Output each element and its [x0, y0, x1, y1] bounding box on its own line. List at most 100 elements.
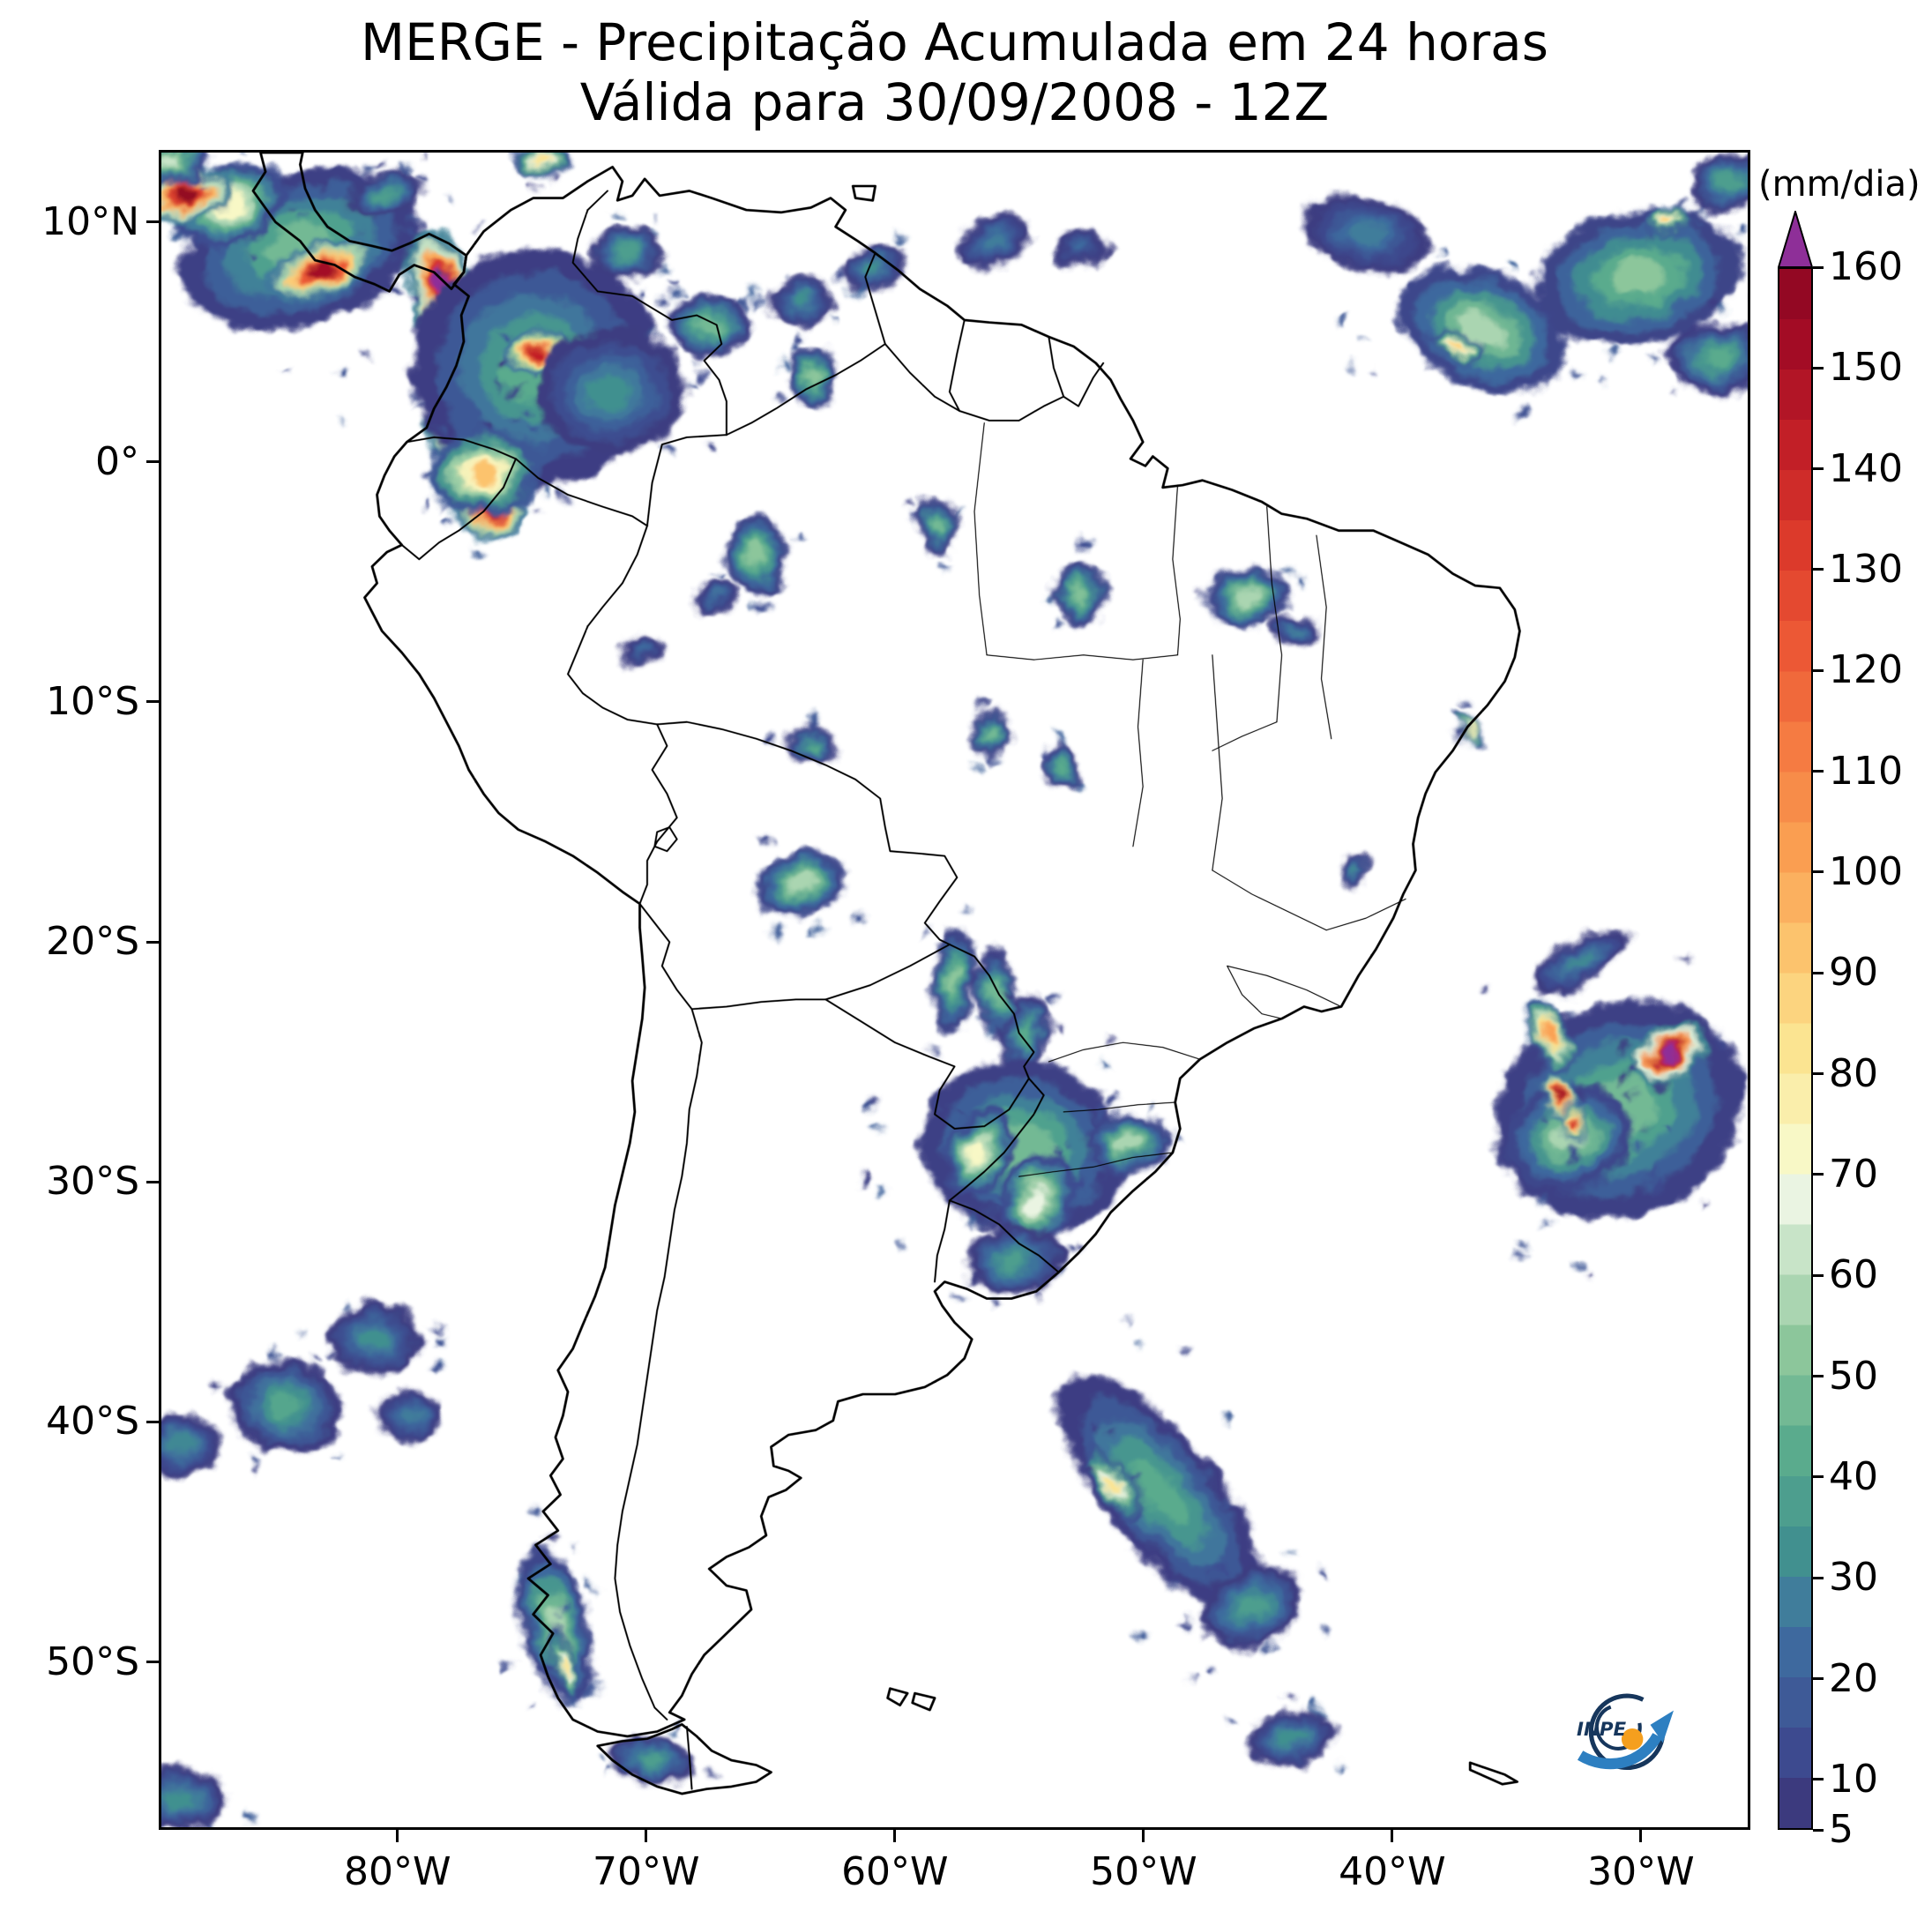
- y-axis-tick-label: 0°: [95, 438, 139, 484]
- precip-speckle: [1224, 1498, 1234, 1508]
- colorbar-tick-label: 5: [1829, 1807, 1854, 1852]
- state-border-ba-mg: [1325, 898, 1406, 931]
- precip-system-argentine-sea-core: [1081, 1445, 1145, 1520]
- precip-system-amazon-speck-1: [691, 580, 737, 615]
- border-bolivia-chile: [638, 902, 693, 1011]
- precip-speckle: [588, 1579, 597, 1587]
- precip-speckle: [828, 321, 835, 327]
- precip-speckle: [1602, 375, 1608, 381]
- border-paraguay-argentina: [824, 998, 1030, 1130]
- precip-speckle: [848, 288, 854, 295]
- precip-speckle: [558, 1603, 568, 1613]
- precip-speckle: [765, 734, 777, 745]
- y-axis-tick-label: 40°S: [46, 1399, 139, 1444]
- precip-contour: [374, 189, 395, 203]
- precip-speckle: [500, 358, 511, 369]
- precip-speckle: [1180, 1618, 1190, 1629]
- border-argentina-uruguay: [934, 1199, 951, 1283]
- state-border-sp-pr: [1048, 1041, 1201, 1063]
- precip-contour: [467, 460, 499, 486]
- precip-speckle: [750, 288, 758, 297]
- precip-speckle: [526, 1703, 533, 1709]
- precip-speckle: [1514, 1249, 1523, 1258]
- precip-speckle: [1649, 1178, 1661, 1191]
- precip-system-atlantic-yellow-arc: [1525, 997, 1573, 1073]
- precip-speckle: [757, 602, 769, 613]
- precip-contour: [161, 155, 183, 169]
- precip-speckle: [526, 376, 532, 381]
- precip-contour: [990, 981, 1003, 1009]
- tierra-del-fuego-coastline: [596, 1722, 772, 1795]
- precip-speckle: [334, 1453, 340, 1459]
- precip-speckle: [1626, 1066, 1637, 1077]
- precip-speckle: [1566, 1061, 1571, 1066]
- colorbar-tick-mark: [1813, 1778, 1824, 1781]
- precip-contour: [1235, 589, 1259, 606]
- precip-speckle: [311, 1355, 318, 1362]
- y-axis-tick-mark: [146, 1180, 159, 1183]
- precip-speckle: [181, 287, 187, 294]
- precip-contour: [1073, 243, 1089, 254]
- precip-speckle: [1482, 276, 1492, 286]
- colorbar-tick-label: 30: [1829, 1555, 1878, 1601]
- precip-contour: [174, 187, 198, 204]
- precip-system-top-left-edge: [161, 153, 212, 186]
- y-axis-tick-mark: [146, 700, 159, 704]
- y-axis-tick-mark: [146, 940, 159, 944]
- precip-speckle: [607, 1765, 614, 1773]
- precip-speckle: [669, 278, 677, 286]
- precip-speckle: [693, 369, 705, 380]
- border-bolivia-argentina: [690, 998, 827, 1011]
- precip-contour: [399, 1408, 419, 1422]
- precip-speckle: [1135, 1631, 1146, 1641]
- colorbar-tick-mark: [1813, 366, 1824, 370]
- state-border-pa-to-west: [1132, 659, 1144, 847]
- precip-contour: [983, 234, 1005, 249]
- chart-title-line2: Válida para 30/09/2008 - 12Z: [579, 72, 1330, 132]
- precip-speckle: [650, 230, 657, 236]
- precip-contour: [1542, 1024, 1556, 1047]
- precip-speckle: [1508, 261, 1518, 271]
- precip-system-west-amazon: [724, 513, 789, 595]
- y-axis-tick-mark: [146, 220, 159, 224]
- logo-arrow-curve: [1577, 1732, 1662, 1770]
- precip-speckle: [755, 297, 764, 306]
- precip-speckle: [937, 1102, 943, 1109]
- precip-speckle: [1065, 1247, 1074, 1256]
- x-axis-tick-mark: [1142, 1830, 1145, 1842]
- precip-speckle: [772, 926, 783, 937]
- y-axis-tick-mark: [146, 1661, 159, 1663]
- precip-speckle: [906, 501, 914, 509]
- precip-speckle: [532, 424, 541, 433]
- precip-speckle: [762, 834, 772, 845]
- precip-speckle: [891, 233, 902, 243]
- precip-system-amazon-speck-2: [620, 635, 665, 665]
- precip-speckle: [834, 272, 845, 283]
- border-brazil-uruguay: [948, 1199, 1060, 1273]
- precip-system-venezuela-east: [765, 277, 836, 325]
- precip-contour: [532, 154, 549, 165]
- precip-contour: [806, 369, 821, 386]
- precip-contour: [1565, 952, 1593, 971]
- precip-speckle: [1100, 1060, 1108, 1068]
- precip-speckle: [1130, 1474, 1138, 1482]
- precip-speckle: [419, 153, 425, 159]
- precip-speckle: [588, 1683, 600, 1694]
- precip-speckle: [612, 212, 619, 219]
- precip-speckle: [816, 923, 824, 932]
- precip-speckle: [787, 272, 793, 276]
- precip-contour: [589, 374, 631, 410]
- precip-speckle: [706, 443, 717, 452]
- precip-speckle: [1048, 998, 1059, 1008]
- precip-speckle: [1205, 1668, 1215, 1678]
- colorbar-tick-mark: [1813, 265, 1824, 269]
- y-axis-tick-label: 50°S: [46, 1639, 139, 1684]
- precip-contour: [1287, 626, 1301, 636]
- precip-speckle: [362, 160, 371, 170]
- precip-speckle: [1288, 1549, 1294, 1554]
- precip-speckle: [1137, 1344, 1143, 1350]
- precip-speckle: [1046, 597, 1055, 606]
- precip-contour: [747, 542, 765, 566]
- colorbar-tick-mark: [1813, 971, 1824, 974]
- precip-speckle: [807, 927, 816, 936]
